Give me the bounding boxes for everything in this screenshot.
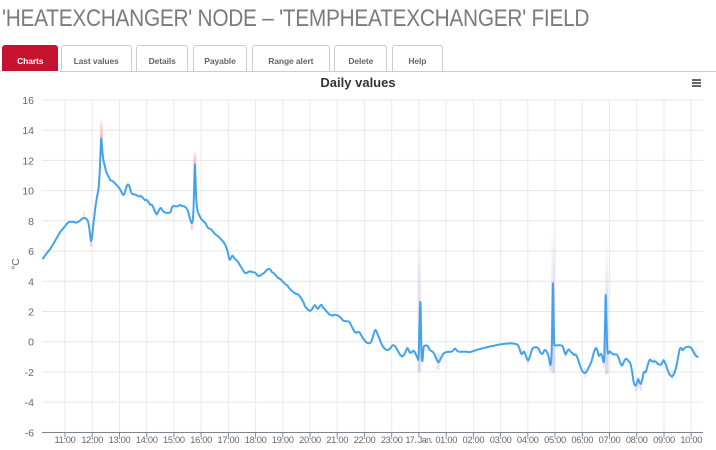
svg-text:20:00: 20:00 — [299, 435, 321, 445]
svg-text:23:00: 23:00 — [381, 435, 403, 445]
svg-text:10: 10 — [22, 186, 34, 198]
svg-text:05:00: 05:00 — [544, 435, 566, 445]
svg-text:0: 0 — [28, 337, 34, 349]
svg-text:08:00: 08:00 — [626, 435, 648, 445]
svg-text:16: 16 — [22, 95, 34, 107]
svg-text:15:00: 15:00 — [163, 435, 185, 445]
svg-text:14: 14 — [22, 125, 34, 137]
svg-text:4: 4 — [28, 276, 34, 288]
svg-text:07:00: 07:00 — [599, 435, 621, 445]
svg-text:16:00: 16:00 — [190, 435, 212, 445]
svg-text:2: 2 — [28, 307, 34, 319]
svg-text:22:00: 22:00 — [354, 435, 376, 445]
svg-text:14:00: 14:00 — [136, 435, 158, 445]
svg-text:6: 6 — [28, 246, 34, 258]
svg-text:21:00: 21:00 — [326, 435, 348, 445]
svg-text:06:00: 06:00 — [571, 435, 593, 445]
svg-text:17. Jan.: 17. Jan. — [405, 435, 432, 445]
svg-text:01:00: 01:00 — [435, 435, 457, 445]
svg-text:09:00: 09:00 — [653, 435, 675, 445]
svg-text:03:00: 03:00 — [490, 435, 512, 445]
svg-text:-6: -6 — [25, 427, 34, 439]
svg-text:12:00: 12:00 — [81, 435, 103, 445]
svg-text:-2: -2 — [25, 367, 34, 379]
svg-text:10:00: 10:00 — [680, 435, 702, 445]
svg-text:12: 12 — [22, 155, 34, 167]
svg-text:04:00: 04:00 — [517, 435, 539, 445]
svg-text:-4: -4 — [25, 397, 34, 409]
svg-text:8: 8 — [28, 216, 34, 228]
svg-text:02:00: 02:00 — [463, 435, 485, 445]
svg-text:18:00: 18:00 — [245, 435, 267, 445]
svg-text:13:00: 13:00 — [109, 435, 131, 445]
svg-text:11:00: 11:00 — [54, 435, 75, 445]
svg-text:17:00: 17:00 — [218, 435, 240, 445]
svg-text:19:00: 19:00 — [272, 435, 294, 445]
